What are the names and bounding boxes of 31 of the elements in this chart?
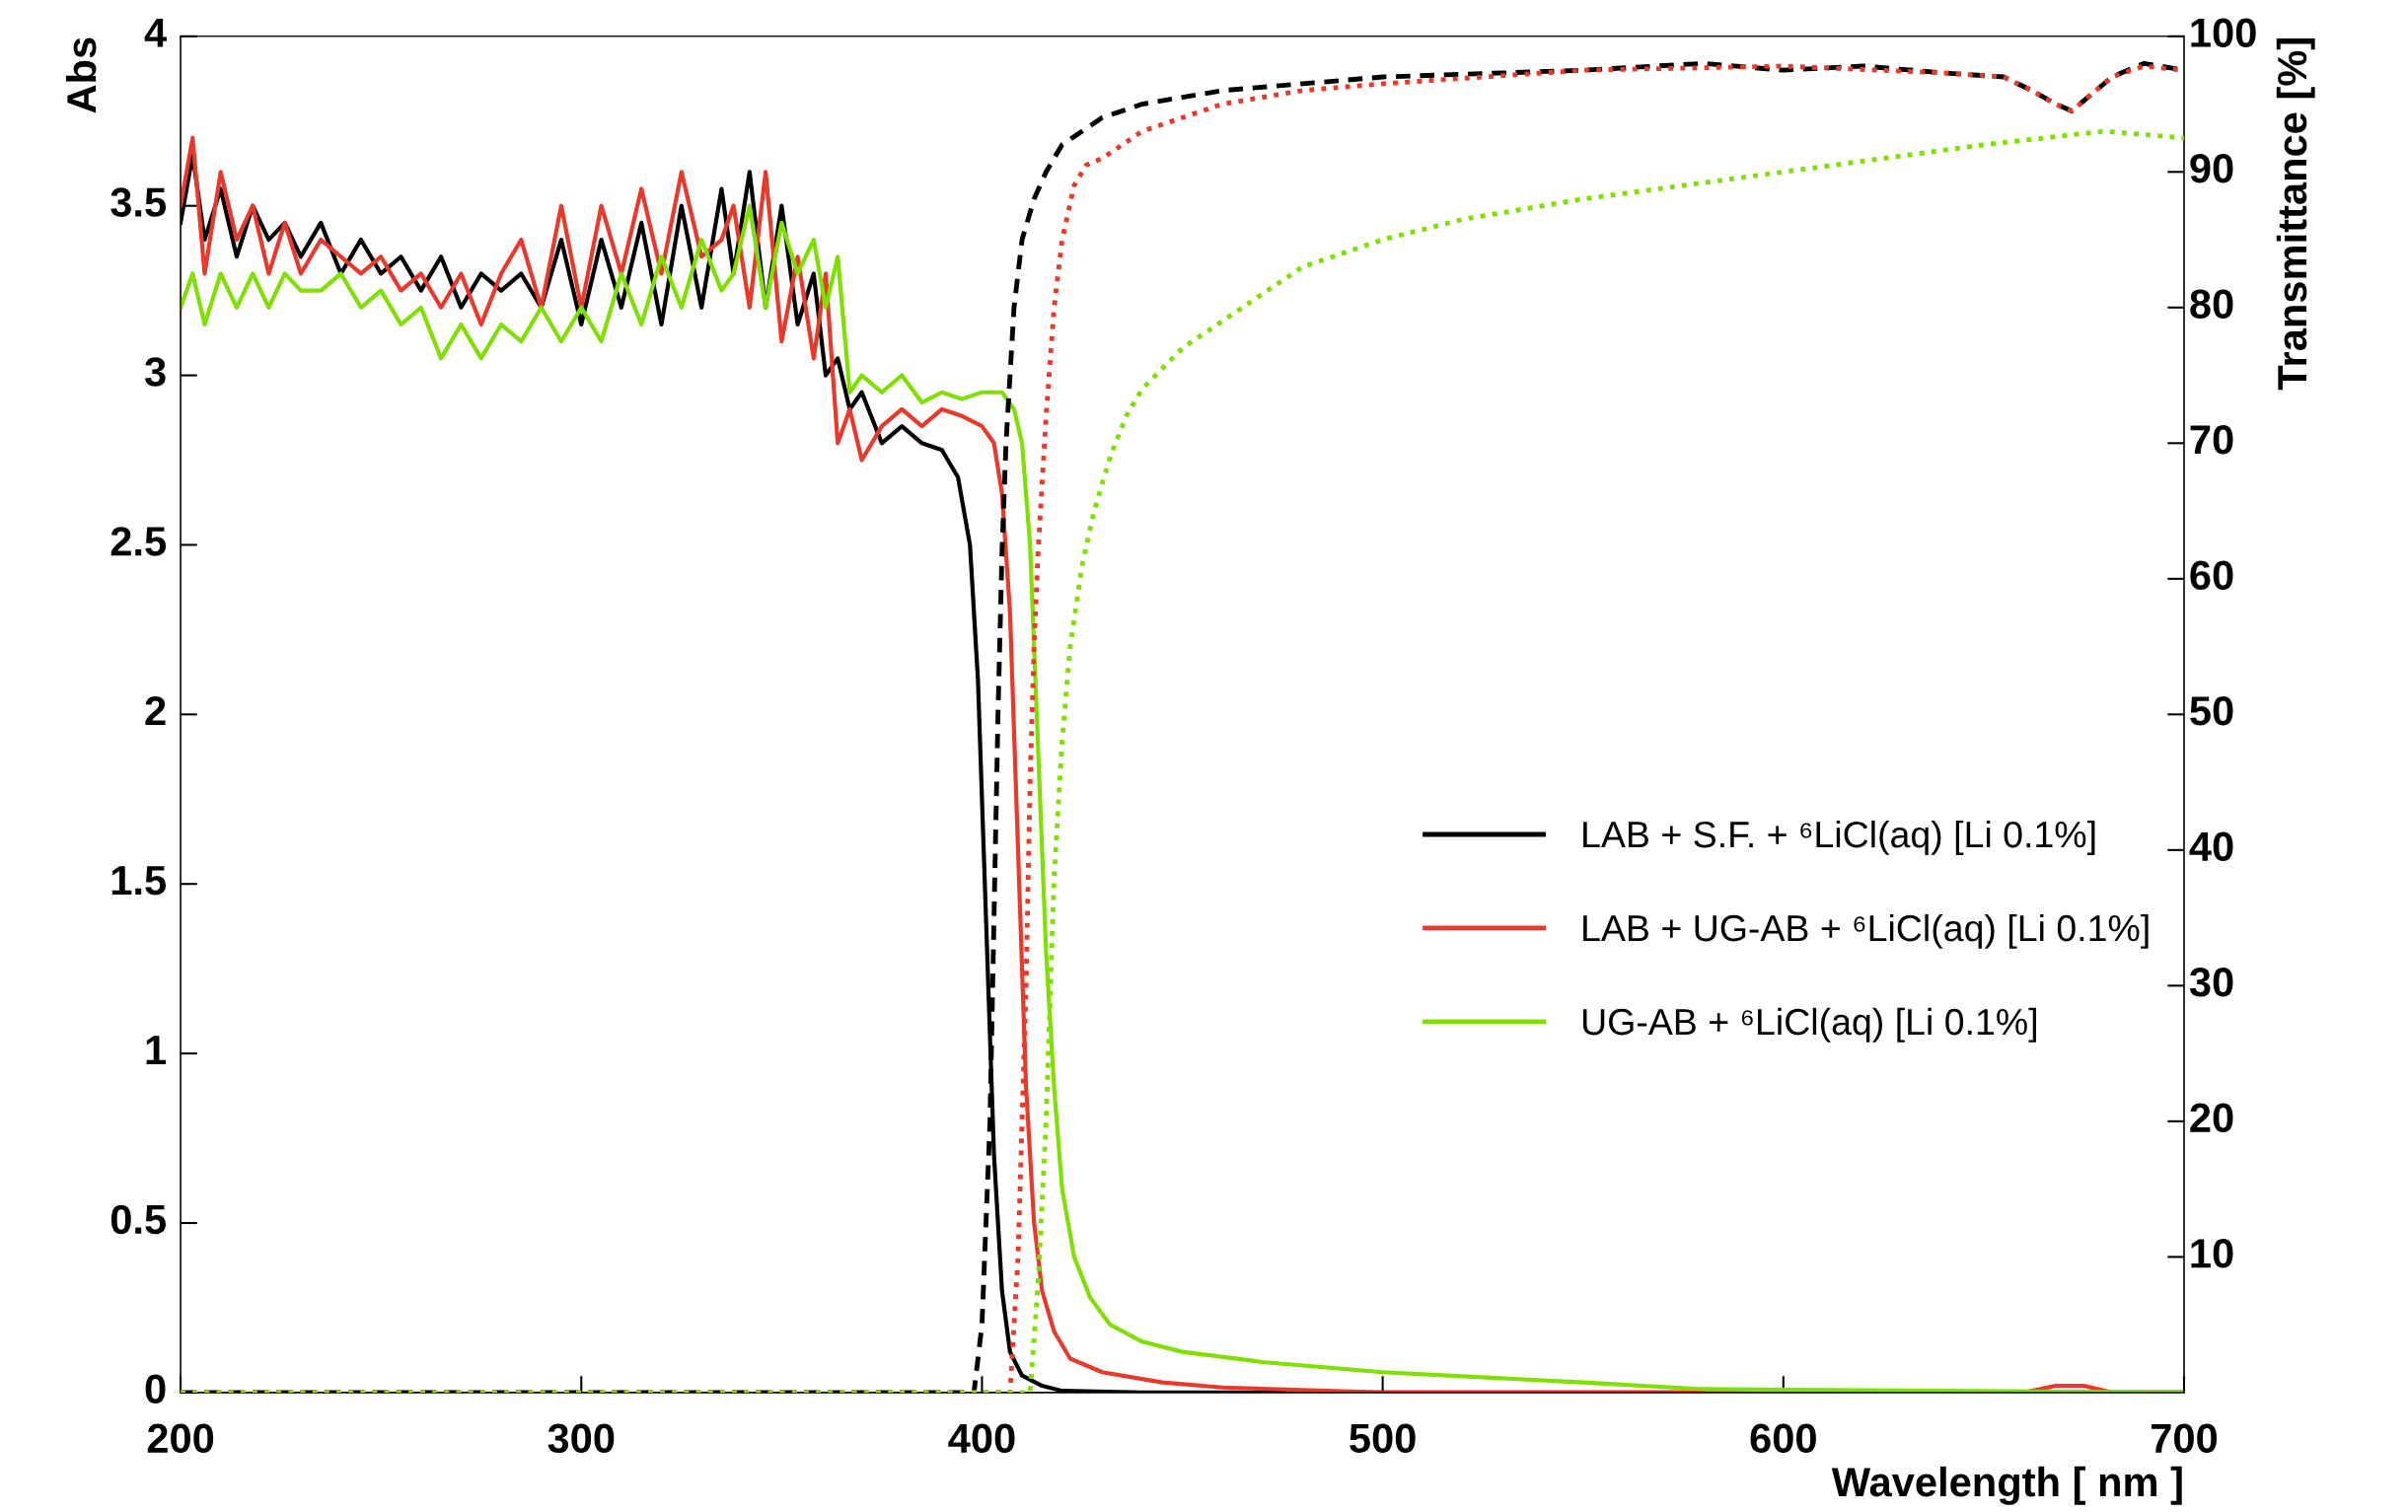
y2-tick-label: 40 <box>2189 831 2233 862</box>
x-tick-label: 700 <box>2152 1423 2218 1454</box>
y2-tick-label: 70 <box>2190 425 2233 455</box>
y-tick-label: 1.5 <box>111 866 167 896</box>
y-tick-label: 0.5 <box>110 1204 167 1235</box>
y-tick-label: 3 <box>144 357 166 387</box>
y-tick-label: 0 <box>145 1374 166 1404</box>
y2-tick-label: 50 <box>2190 696 2233 726</box>
y-tick-label: 2 <box>145 696 166 726</box>
x-axis-title: Wavelength [ nm ] <box>1831 1466 2182 1505</box>
y2-tick-label: 30 <box>2189 968 2233 997</box>
y2-tick-label: 100 <box>2191 18 2256 47</box>
y2-tick-label: 20 <box>2190 1103 2233 1133</box>
y-axis-title: Abs <box>65 37 97 113</box>
x-tick-label: 200 <box>147 1423 214 1454</box>
y2-axis-title: Transmittance [%] <box>2276 38 2315 391</box>
x-tick-label: 500 <box>1350 1423 1416 1454</box>
y-tick-label: 3.5 <box>110 187 167 217</box>
y2-tick-label: 80 <box>2190 289 2233 319</box>
x-tick-label: 600 <box>1750 1423 1816 1454</box>
x-tick-label: 400 <box>948 1423 1015 1454</box>
y2-tick-label: 90 <box>2190 153 2233 183</box>
legend-label: LAB + UG-AB + ⁶LiCl(aq) [Li 0.1%] <box>1583 913 2149 949</box>
y-tick-label: 4 <box>144 18 167 47</box>
y-tick-label: 1 <box>146 1036 167 1064</box>
x-tick-label: 300 <box>547 1423 615 1454</box>
legend-label: LAB + S.F. + ⁶LiCl(aq) [Li 0.1%] <box>1583 820 2095 855</box>
y-tick-label: 2.5 <box>110 527 167 556</box>
legend-label: UG-AB + ⁶LiCl(aq) [Li 0.1%] <box>1582 1007 2036 1043</box>
y2-tick-label: 60 <box>2190 560 2233 591</box>
y2-tick-label: 10 <box>2191 1239 2233 1268</box>
